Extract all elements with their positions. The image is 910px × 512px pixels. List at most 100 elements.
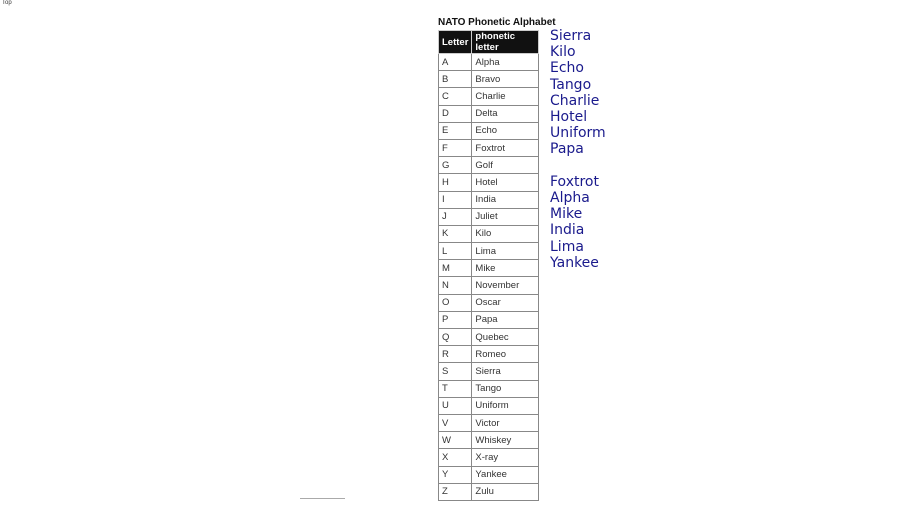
header-phonetic: phonetic letter [471, 30, 540, 54]
table-row: O Oscar [437, 293, 540, 312]
word-item: Mike [550, 206, 583, 223]
letter-cell: I [437, 190, 473, 209]
phonetic-cell: Mike [471, 259, 540, 278]
table-row: E Echo [437, 121, 540, 140]
table-row: N November [437, 276, 540, 295]
letter-cell: W [437, 431, 473, 450]
phonetic-cell: November [471, 276, 540, 295]
phonetic-cell: Golf [471, 156, 540, 175]
letter-cell: Z [437, 482, 473, 501]
table-row: H Hotel [437, 173, 540, 192]
word-item: Lima [550, 238, 584, 255]
spacer [550, 158, 606, 174]
table-row: K Kilo [437, 224, 540, 244]
phonetic-cell: Lima [471, 242, 540, 261]
phonetic-cell: X-ray [471, 448, 540, 467]
table-row: A Alpha [437, 52, 540, 72]
table-row: D Delta [437, 104, 540, 123]
header-letter: Letter [437, 30, 473, 54]
table-row: J Juliet [437, 207, 540, 226]
table-row: B Bravo [437, 70, 540, 89]
table-row: U Uniform [437, 396, 540, 415]
phonetic-cell: Kilo [471, 224, 540, 244]
table-row: V Victor [437, 413, 540, 433]
letter-cell: O [437, 293, 473, 312]
phonetic-cell: Papa [471, 310, 540, 330]
phonetic-cell: Oscar [471, 293, 540, 312]
word-item: Yankee [550, 254, 599, 271]
letter-cell: U [437, 396, 473, 415]
phonetic-cell: Sierra [471, 362, 540, 381]
phonetic-cell: Zulu [471, 482, 540, 501]
word-item: Tango [550, 76, 592, 93]
page-title: NATO Phonetic Alphabet [438, 17, 556, 28]
word-item: Echo [550, 60, 584, 77]
table-row: P Papa [437, 310, 540, 330]
table-row: S Sierra [437, 362, 540, 381]
letter-cell: R [437, 345, 473, 364]
phonetic-cell: Tango [471, 379, 540, 398]
table-row: C Charlie [437, 87, 540, 106]
table-row: L Lima [437, 242, 540, 261]
table-row: Z Zulu [437, 482, 540, 501]
letter-cell: Y [437, 465, 473, 484]
table-row: I India [437, 190, 540, 209]
phonetic-cell: Yankee [471, 465, 540, 484]
phonetic-cell: Whiskey [471, 431, 540, 450]
word-item: Alpha [550, 190, 590, 207]
table-row: Y Yankee [437, 465, 540, 484]
letter-cell: K [437, 224, 473, 244]
table-row: M Mike [437, 259, 540, 278]
letter-cell: B [437, 70, 473, 89]
spelled-words: Sierra Kilo Echo Tango Charlie Hotel Uniform Pa… [550, 28, 606, 271]
letter-cell: L [437, 242, 473, 261]
word-item: Hotel [550, 109, 588, 126]
letter-cell: S [437, 362, 473, 381]
table-row: G Golf [437, 156, 540, 175]
word-item: Foxtrot [550, 173, 599, 190]
table-row: F Foxtrot [437, 138, 540, 158]
letter-cell: C [437, 87, 473, 106]
phonetic-cell: Hotel [471, 173, 540, 192]
letter-cell: F [437, 138, 473, 158]
phonetic-cell: Uniform [471, 396, 540, 415]
letter-cell: E [437, 121, 473, 140]
letter-cell: A [437, 52, 473, 72]
phonetic-cell: Alpha [471, 52, 540, 72]
word-item: Uniform [550, 125, 606, 142]
word-item: Kilo [550, 44, 576, 61]
word-item: Papa [550, 141, 584, 158]
phonetic-cell: India [471, 190, 540, 209]
table-row: T Tango [437, 379, 540, 398]
phonetic-cell: Bravo [471, 70, 540, 89]
phonetic-table: Letter phonetic letter A Alpha B Bravo C Char… [437, 30, 540, 501]
table-row: X X-ray [437, 448, 540, 467]
letter-cell: T [437, 379, 473, 398]
phonetic-cell: Romeo [471, 345, 540, 364]
divider [300, 498, 345, 499]
letter-cell: N [437, 276, 473, 295]
letter-cell: J [437, 207, 473, 226]
letter-cell: P [437, 310, 473, 330]
phonetic-cell: Victor [471, 413, 540, 433]
word-item: Sierra [550, 28, 592, 44]
phonetic-cell: Foxtrot [471, 138, 540, 158]
top-link[interactable]: Top [2, 0, 12, 6]
phonetic-cell: Delta [471, 104, 540, 123]
table-row: W Whiskey [437, 431, 540, 450]
phonetic-cell: Juliet [471, 207, 540, 226]
word-item: Charlie [550, 92, 600, 109]
letter-cell: D [437, 104, 473, 123]
letter-cell: H [437, 173, 473, 192]
phonetic-cell: Charlie [471, 87, 540, 106]
letter-cell: G [437, 156, 473, 175]
word-item: India [550, 222, 585, 239]
phonetic-cell: Echo [471, 121, 540, 140]
table-row: Q Quebec [437, 327, 540, 347]
letter-cell: M [437, 259, 473, 278]
phonetic-cell: Quebec [471, 327, 540, 347]
table-row: R Romeo [437, 345, 540, 364]
letter-cell: X [437, 448, 473, 467]
letter-cell: V [437, 413, 473, 433]
letter-cell: Q [437, 327, 473, 347]
